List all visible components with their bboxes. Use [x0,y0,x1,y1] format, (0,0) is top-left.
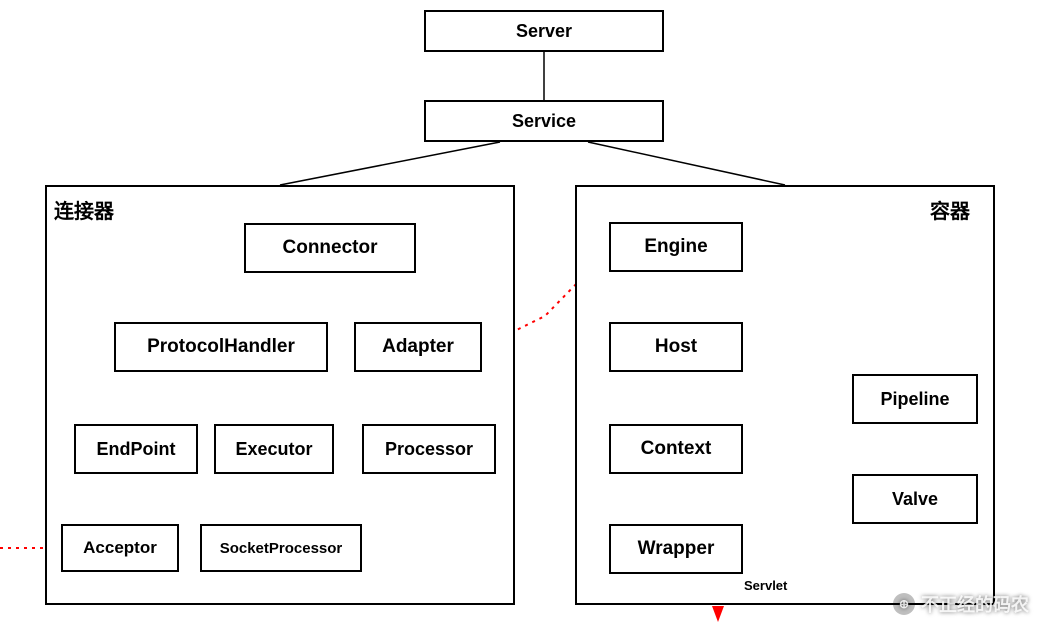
node-executor: Executor [214,424,334,474]
node-label: Context [641,438,712,460]
node-processor: Processor [362,424,496,474]
node-protocolhandler: ProtocolHandler [114,322,328,372]
container-label-right: 容器 [930,195,970,224]
watermark: ⊕ 不正经的码农 [893,591,1029,617]
diagram-canvas: Server Service 连接器 容器 Connector Protocol… [0,0,1041,635]
node-acceptor: Acceptor [61,524,179,572]
node-server: Server [424,10,664,52]
node-adapter: Adapter [354,322,482,372]
node-label: Host [655,336,697,358]
node-label: Executor [235,439,312,460]
node-label: Wrapper [638,538,715,560]
node-wrapper: Wrapper [609,524,743,574]
node-label: EndPoint [97,439,176,460]
node-context: Context [609,424,743,474]
node-engine: Engine [609,222,743,272]
node-label: Processor [385,439,473,460]
container-label-left: 连接器 [54,195,114,224]
node-service: Service [424,100,664,142]
node-label: Pipeline [880,389,949,410]
node-label: Engine [644,236,707,258]
wechat-icon: ⊕ [893,593,915,615]
node-connector: Connector [244,223,416,273]
node-valve: Valve [852,474,978,524]
node-endpoint: EndPoint [74,424,198,474]
node-socketprocessor: SocketProcessor [200,524,362,572]
node-label: SocketProcessor [220,540,343,557]
label-servlet: Servlet [744,578,787,593]
node-label: Service [512,111,576,132]
node-label: Connector [283,237,378,259]
node-label: Server [516,21,572,42]
node-label: ProtocolHandler [147,336,295,358]
node-pipeline: Pipeline [852,374,978,424]
watermark-text: 不正经的码农 [921,591,1029,617]
node-label: Valve [892,489,938,510]
node-host: Host [609,322,743,372]
node-label: Adapter [382,336,454,358]
node-label: Acceptor [83,538,157,558]
